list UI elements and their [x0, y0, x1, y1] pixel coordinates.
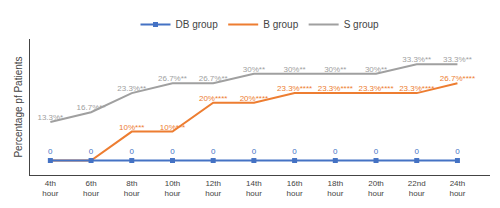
svg-text:30%**: 30%**: [243, 65, 265, 74]
svg-text:26.7%****: 26.7%****: [440, 74, 475, 83]
svg-text:26.7%**: 26.7%**: [199, 74, 228, 83]
svg-text:12thhour: 12thhour: [205, 179, 221, 198]
svg-text:23.3%****: 23.3%****: [399, 84, 434, 93]
svg-text:23.3%****: 23.3%****: [277, 84, 312, 93]
svg-text:16.7%**: 16.7%**: [77, 103, 106, 112]
svg-text:23.3%****: 23.3%****: [318, 84, 353, 93]
svg-text:0: 0: [333, 147, 338, 156]
svg-text:33.3%**: 33.3%**: [443, 55, 472, 64]
svg-text:10%***: 10%***: [119, 123, 144, 132]
svg-text:20%****: 20%****: [240, 94, 268, 103]
svg-text:0: 0: [89, 147, 94, 156]
svg-text:0: 0: [252, 147, 257, 156]
svg-text:Percentage pf Patients: Percentage pf Patients: [13, 56, 24, 157]
svg-text:20%****: 20%****: [199, 94, 227, 103]
svg-text:10thhour: 10thhour: [164, 179, 180, 198]
svg-text:0: 0: [48, 147, 53, 156]
svg-text:33.3%**: 33.3%**: [402, 55, 431, 64]
svg-text:23.3%**: 23.3%**: [117, 84, 146, 93]
svg-text:24thhour: 24thhour: [449, 179, 465, 198]
svg-text:30%**: 30%**: [365, 65, 387, 74]
svg-text:20thhour: 20thhour: [368, 179, 384, 198]
svg-text:S group: S group: [344, 19, 379, 30]
svg-text:30%**: 30%**: [283, 65, 305, 74]
svg-text:0: 0: [292, 147, 297, 156]
svg-text:0: 0: [170, 147, 175, 156]
svg-text:0: 0: [415, 147, 420, 156]
svg-text:DB group: DB group: [176, 19, 219, 30]
svg-text:0: 0: [211, 147, 216, 156]
svg-text:8thhour: 8thhour: [124, 179, 140, 198]
svg-text:18thhour: 18thhour: [327, 179, 343, 198]
svg-text:16thhour: 16thhour: [287, 179, 303, 198]
svg-text:10%***: 10%***: [160, 123, 185, 132]
svg-text:23.3%****: 23.3%****: [358, 84, 393, 93]
svg-text:26.7%**: 26.7%**: [158, 74, 187, 83]
svg-text:30%**: 30%**: [324, 65, 346, 74]
svg-text:0: 0: [374, 147, 379, 156]
svg-text:0: 0: [130, 147, 135, 156]
svg-text:14thhour: 14thhour: [246, 179, 262, 198]
svg-text:6thhour: 6thhour: [83, 179, 99, 198]
svg-text:4thhour: 4thhour: [42, 179, 58, 198]
svg-text:22ndhour: 22ndhour: [408, 179, 426, 198]
svg-text:0: 0: [455, 147, 460, 156]
svg-text:13.3%*: 13.3%*: [37, 113, 63, 122]
svg-text:B group: B group: [263, 19, 298, 30]
